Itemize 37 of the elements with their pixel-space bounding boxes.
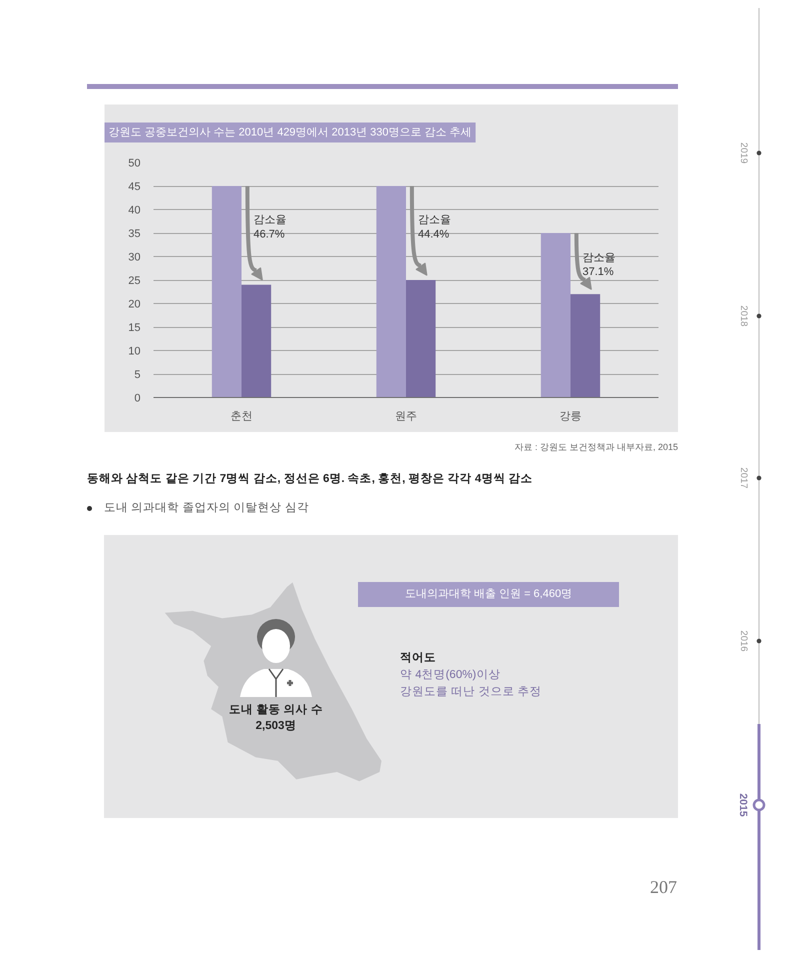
annotation: 감소율 44.4% bbox=[418, 214, 451, 241]
text: 207 bbox=[650, 876, 677, 899]
text: 자료 : 강원도 보건정책과 내부자료, 2015 bbox=[514, 441, 678, 454]
y-tick-label: 0 bbox=[134, 392, 141, 404]
text: 도내의과대학 배출 인원 = 6,460명 bbox=[404, 586, 572, 602]
text: 2017 bbox=[737, 466, 750, 491]
text: 도내 의과대학 졸업자의 이탈현상 심각 bbox=[104, 501, 309, 516]
y-tick-label: 45 bbox=[128, 181, 141, 193]
text: 2016 bbox=[737, 629, 750, 654]
text: 2018 bbox=[737, 304, 750, 329]
annotation: 감소율 46.7% bbox=[254, 214, 287, 241]
x-tick-label: 강릉 bbox=[559, 410, 582, 422]
text: 약 4천명(60%)이상 강원도를 떠난 것으로 추정 bbox=[400, 668, 542, 700]
y-tick-label: 5 bbox=[134, 369, 141, 381]
bar bbox=[242, 284, 272, 398]
bar bbox=[540, 233, 570, 398]
y-tick-label: 10 bbox=[128, 346, 141, 358]
text: 적어도 bbox=[400, 651, 436, 666]
y-tick-label: 30 bbox=[128, 252, 141, 264]
y-tick-label: 25 bbox=[128, 275, 141, 287]
bar bbox=[406, 280, 436, 398]
annotation: 감소율 37.1% bbox=[582, 252, 616, 278]
y-tick-label: 40 bbox=[128, 204, 141, 216]
x-tick-label: 원주 bbox=[395, 410, 417, 422]
chart-title: 강원도 공중보건의사 수는 2010년 429명에서 2013년 330명으로 감소 추세 bbox=[108, 126, 472, 138]
y-tick-label: 35 bbox=[128, 228, 141, 240]
y-tick-label: 50 bbox=[128, 158, 141, 170]
bar bbox=[212, 186, 242, 398]
x-tick-label: 춘천 bbox=[230, 410, 253, 422]
y-tick-label: 20 bbox=[128, 298, 141, 310]
text: 2015 bbox=[736, 792, 750, 819]
y-tick-label: 15 bbox=[128, 322, 141, 334]
bar bbox=[570, 294, 600, 398]
text: 도내 활동 의사 수 2,503명 bbox=[228, 703, 324, 734]
bar bbox=[376, 186, 406, 398]
text: 동해와 삼척도 같은 기간 7명씩 감소, 정선은 6명. 속초, 홍천, 평창은 각각 4명씩 감소 bbox=[87, 472, 533, 487]
text: 2019 bbox=[737, 141, 750, 166]
